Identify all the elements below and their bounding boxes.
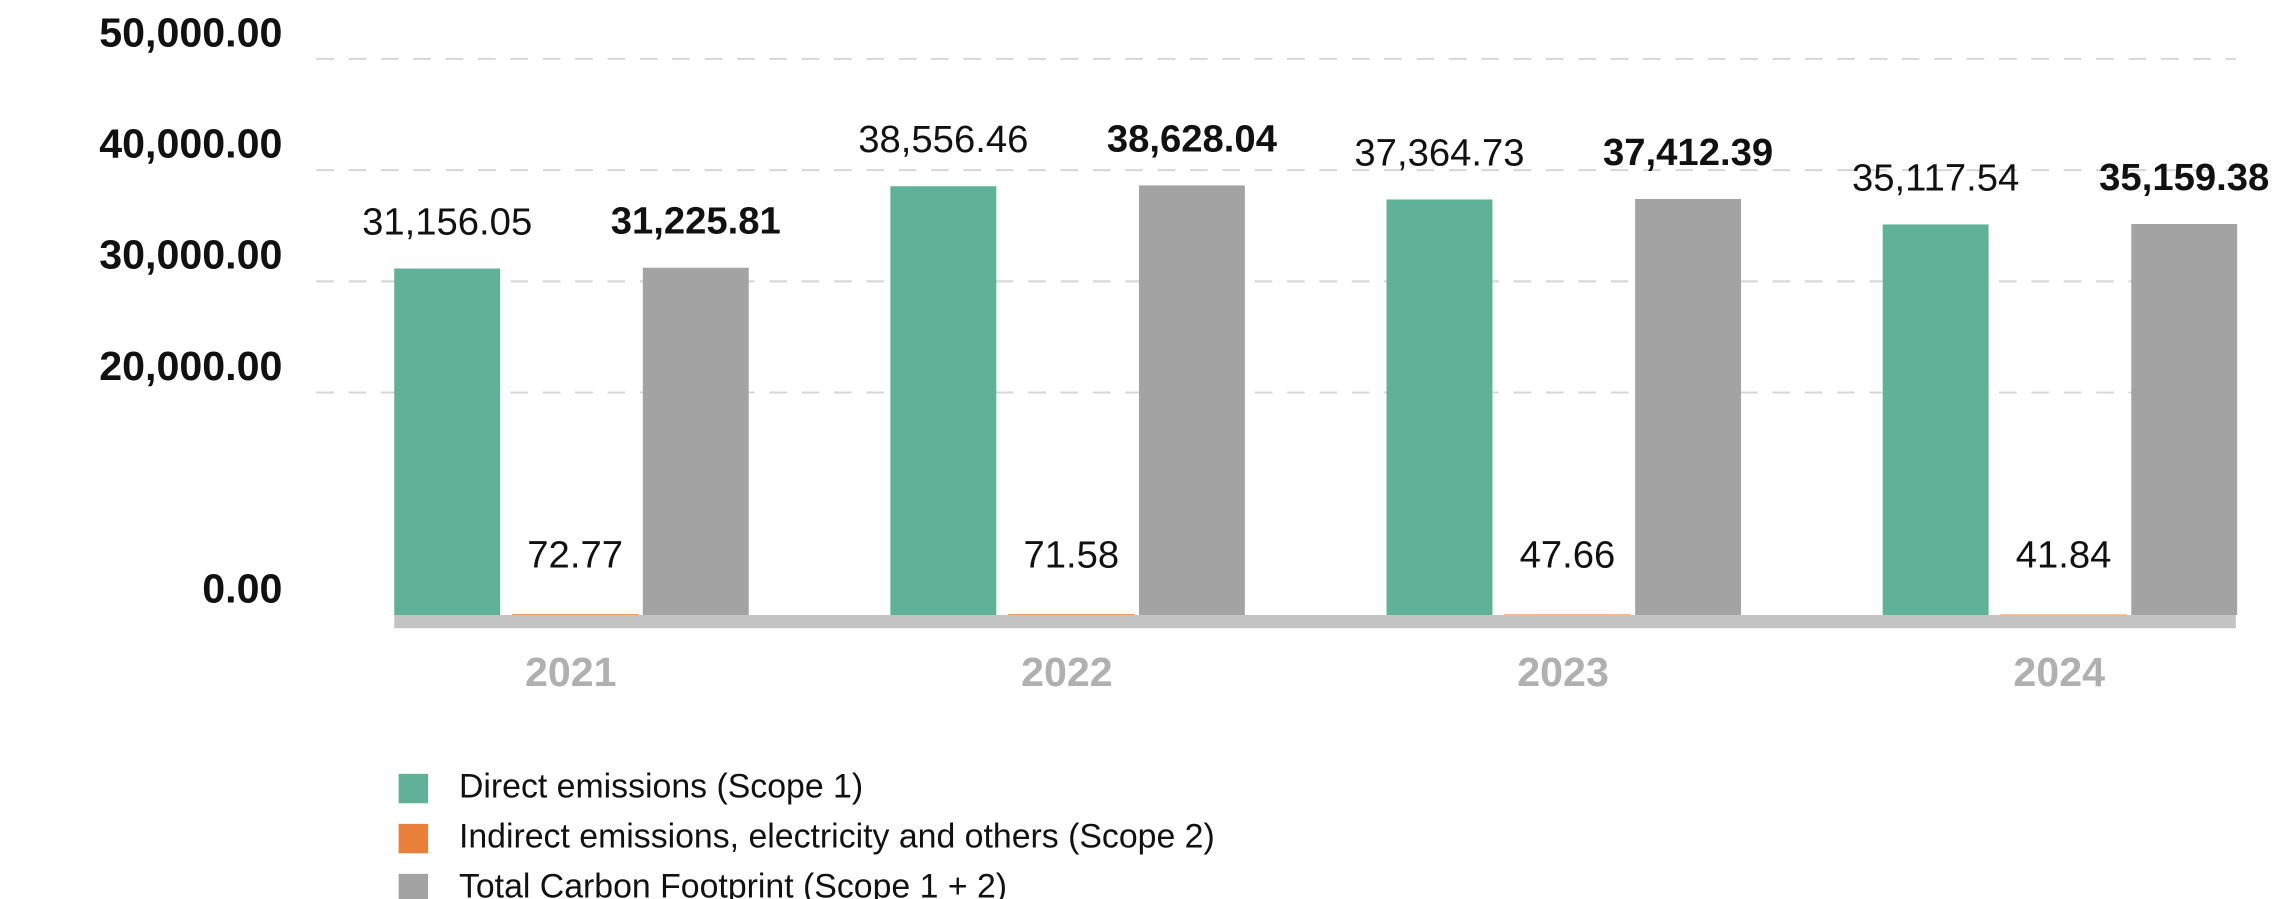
value-label: 47.66 xyxy=(1520,534,1616,577)
bar xyxy=(642,267,749,615)
value-label: 37,364.73 xyxy=(1354,131,1524,174)
bar xyxy=(1882,224,1989,615)
legend-swatch xyxy=(398,773,429,804)
legend-swatch xyxy=(398,823,429,854)
legend-label: Total Carbon Footprint (Scope 1 + 2) xyxy=(459,868,1007,899)
bar xyxy=(1008,614,1135,615)
bar xyxy=(2131,223,2238,615)
bar xyxy=(1504,614,1631,615)
bar xyxy=(394,268,501,615)
value-label: 38,628.04 xyxy=(1107,117,1278,160)
legend-label: Indirect emissions, electricity and othe… xyxy=(459,818,1215,856)
value-label: 37,412.39 xyxy=(1603,131,1773,174)
bar xyxy=(511,614,639,615)
value-label: 35,159.38 xyxy=(2099,156,2269,199)
bar xyxy=(1138,185,1245,615)
x-tick-label: 2022 xyxy=(1021,649,1113,695)
value-label: 71.58 xyxy=(1023,534,1119,577)
y-tick-label: 20,000.00 xyxy=(99,343,282,389)
y-tick-label: 30,000.00 xyxy=(99,232,282,278)
x-axis-band xyxy=(394,614,2236,629)
y-tick-label: 40,000.00 xyxy=(99,121,282,167)
value-label: 41.84 xyxy=(2016,534,2112,577)
legend-swatch xyxy=(398,873,429,899)
value-label: 38,556.46 xyxy=(858,118,1028,161)
value-label: 31,156.05 xyxy=(362,200,532,243)
x-tick-label: 2023 xyxy=(1517,649,1609,695)
value-label: 72.77 xyxy=(527,534,623,577)
value-label: 35,117.54 xyxy=(1852,156,2019,199)
y-tick-label: 50,000.00 xyxy=(99,9,282,55)
x-tick-label: 2024 xyxy=(2013,649,2105,695)
bar xyxy=(1635,198,1742,615)
value-label: 31,225.81 xyxy=(611,200,781,243)
x-tick-label: 2021 xyxy=(525,649,617,695)
bar xyxy=(1386,199,1493,615)
y-tick-label: 0.00 xyxy=(202,565,282,611)
legend-label: Direct emissions (Scope 1) xyxy=(459,767,863,805)
bar xyxy=(890,186,997,615)
